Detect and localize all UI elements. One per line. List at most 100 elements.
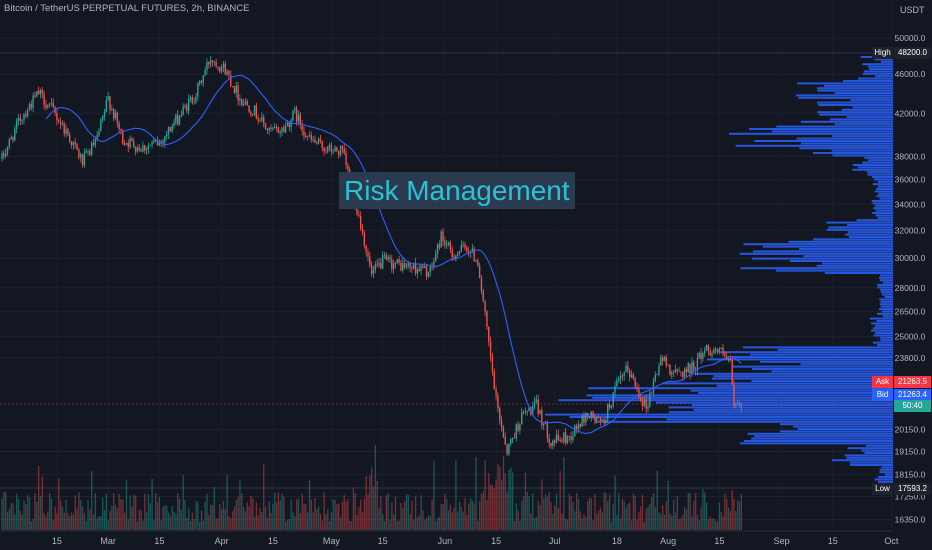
candle-body [209,60,212,65]
candle-body [700,352,702,360]
volume-bar [704,492,706,530]
volume-bar [156,502,159,530]
volume-bar [290,499,292,530]
candle-body [94,139,97,146]
candle-body [169,127,172,132]
profile-bar [824,272,893,274]
volume-bar [63,512,65,530]
candle-body [153,140,155,143]
candles[interactable] [1,55,743,457]
x-tick-label: 18 [612,536,622,546]
profile-bar [816,264,893,267]
profile-bar [880,305,893,308]
volume-bar [482,491,484,530]
candle-body [599,417,602,421]
volume-bar [511,472,514,530]
profile-bar [831,149,893,152]
volume-bar [447,510,450,530]
candle-body [400,262,402,271]
y-tick-label: 36000.0 [895,175,926,185]
candle-body [618,378,620,381]
profile-bar [711,377,893,380]
volume-bar [521,500,523,530]
symbol-title[interactable]: Bitcoin / TetherUS PERPETUAL FUTURES, 2h… [4,3,250,14]
volume-bar [603,492,605,530]
candle-body [279,131,281,134]
candle-body [89,151,91,155]
candle-body [716,349,719,353]
volume-bar [510,467,512,530]
volume-bar [98,515,100,530]
candle-body [407,262,409,266]
y-tick-label: 46000.0 [895,69,926,79]
volume-bar [625,507,627,530]
volume-bar [568,494,570,530]
candle-body [112,108,115,119]
candle-body [526,411,528,413]
candle-body [564,432,567,443]
volume-bar [416,517,419,530]
candle-body [23,114,25,120]
volume-bar [257,515,259,530]
volume-bar [87,500,89,530]
profile-bar [846,116,893,118]
volume-bar [526,492,528,530]
volume-bar [588,497,591,530]
candle-body [433,261,435,268]
volume-bar [429,515,431,530]
profile-bar [879,303,893,306]
volume-bar [105,494,108,530]
x-tick-label: Sep [774,536,790,546]
profile-bar [862,72,893,75]
candle-body [363,232,366,247]
volume-bar [469,498,472,530]
y-axis[interactable]: 50000.0 46000.0 42000.0 38000.0 36000.0 34000… [895,33,926,524]
candle-body [455,255,457,260]
volume-bar [310,499,312,530]
x-axis[interactable]: 15 Mar 15 Apr 15 May 15 Jun 15 Jul 18 Aug 15 Sep 15 Oct [52,536,899,546]
candle-body [663,357,666,361]
candle-body [147,145,150,149]
volume-bar [48,492,51,530]
y-tick-label: 28000.0 [895,283,926,293]
candle-body [83,153,86,166]
profile-bar [857,166,893,169]
candle-body [724,353,726,356]
candle-body [718,348,721,353]
candle-body [155,140,157,142]
candle-body [319,138,322,141]
y-tick-label: 25000.0 [895,332,926,342]
candle-body [284,125,287,132]
volume-bar [627,504,629,530]
profile-bar [558,399,893,402]
candle-body [649,392,651,407]
candle-body [268,127,270,131]
profile-bar [739,252,893,255]
profile-bar [877,284,893,286]
candle-body [334,147,336,152]
volume-bar [500,479,503,530]
candle-body [222,63,225,68]
profile-bar [831,459,893,462]
volume-bar [182,474,184,530]
volume-bar [16,493,18,530]
volume-bar [299,513,301,530]
volume-bar [38,465,40,530]
candle-body [26,110,29,117]
candle-body [491,357,494,372]
profile-bar [876,320,893,322]
volume-bar [424,519,426,530]
volume-bar [691,516,693,530]
volume-bar [3,492,5,530]
candle-body [533,401,536,407]
candle-body [10,137,12,139]
x-tick-label: Apr [215,536,229,546]
volume-bar [274,492,276,530]
candle-body [548,438,550,444]
candle-body [219,67,221,72]
volume-bar [244,511,247,530]
candle-body [76,144,78,150]
candle-body [58,120,60,122]
